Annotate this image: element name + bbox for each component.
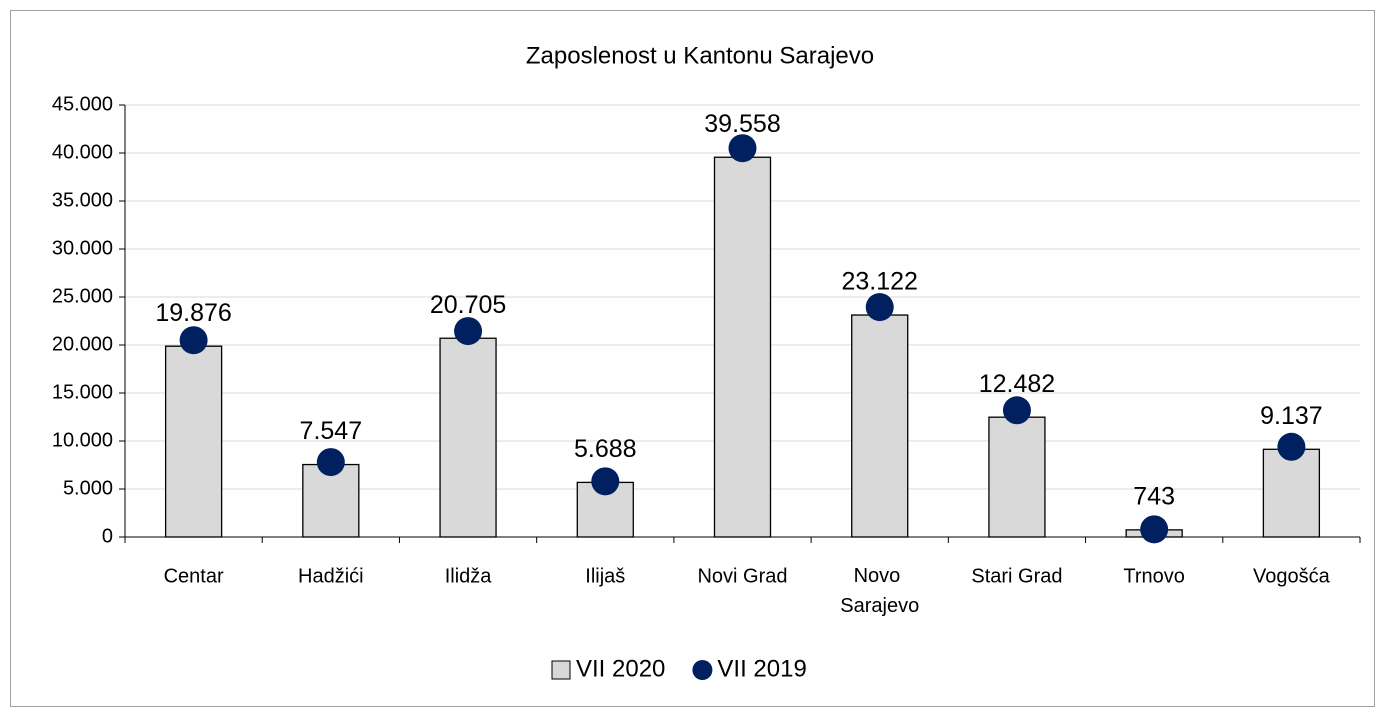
- bar: [302, 463, 360, 538]
- marker: [454, 317, 483, 346]
- bar: [439, 337, 497, 538]
- y-tick-label: 45.000: [52, 93, 113, 115]
- y-tick-label: 20.000: [52, 333, 113, 355]
- y-tick-label: 25.000: [52, 285, 113, 307]
- x-tick-label: Novo Sarajevo: [840, 565, 919, 617]
- bar: [1262, 448, 1321, 538]
- data-label: 7.547: [300, 417, 363, 445]
- marker: [1140, 515, 1169, 544]
- x-tick-label: Ilijaš: [585, 565, 625, 587]
- y-tick-label: 0: [102, 525, 113, 547]
- bar: [164, 345, 223, 538]
- x-tick-label: Novi Grad: [697, 565, 787, 587]
- data-label: 12.482: [979, 370, 1055, 398]
- x-tick-label: Hadžići: [298, 565, 364, 587]
- marker: [1277, 432, 1306, 461]
- y-tick-label: 5.000: [63, 477, 113, 499]
- chart-border: [10, 10, 1375, 707]
- marker: [179, 326, 208, 355]
- legend-swatch: [551, 660, 571, 680]
- y-tick-label: 40.000: [52, 141, 113, 163]
- data-label: 19.876: [155, 299, 231, 327]
- bar: [713, 156, 772, 538]
- marker: [865, 293, 894, 322]
- data-label: 23.122: [841, 268, 917, 296]
- data-label: 9.137: [1260, 402, 1323, 430]
- x-tick-label: Vogošća: [1253, 565, 1331, 587]
- x-tick-label: Trnovo: [1123, 565, 1185, 587]
- bar: [851, 314, 909, 538]
- data-label: 39.558: [704, 110, 780, 138]
- bar: [988, 416, 1046, 538]
- y-tick-label: 15.000: [52, 381, 113, 403]
- y-tick-label: 35.000: [52, 189, 113, 211]
- x-tick-label: Ilidža: [445, 565, 493, 587]
- chart-title: Zaposlenost u Kantonu Sarajevo: [526, 42, 874, 69]
- legend-label: VII 2020: [576, 655, 665, 682]
- marker: [591, 467, 620, 496]
- y-tick-label: 30.000: [52, 237, 113, 259]
- x-tick-label: Centar: [164, 565, 224, 587]
- data-label: 20.705: [430, 291, 506, 319]
- marker: [316, 448, 345, 477]
- x-tick-label: Stari Grad: [971, 565, 1062, 587]
- legend-label: VII 2019: [717, 655, 806, 682]
- data-label: 5.688: [574, 435, 637, 463]
- marker: [1002, 396, 1031, 425]
- legend-swatch: [692, 660, 713, 680]
- marker: [728, 134, 757, 163]
- y-tick-label: 10.000: [52, 429, 113, 451]
- data-label: 743: [1133, 482, 1175, 510]
